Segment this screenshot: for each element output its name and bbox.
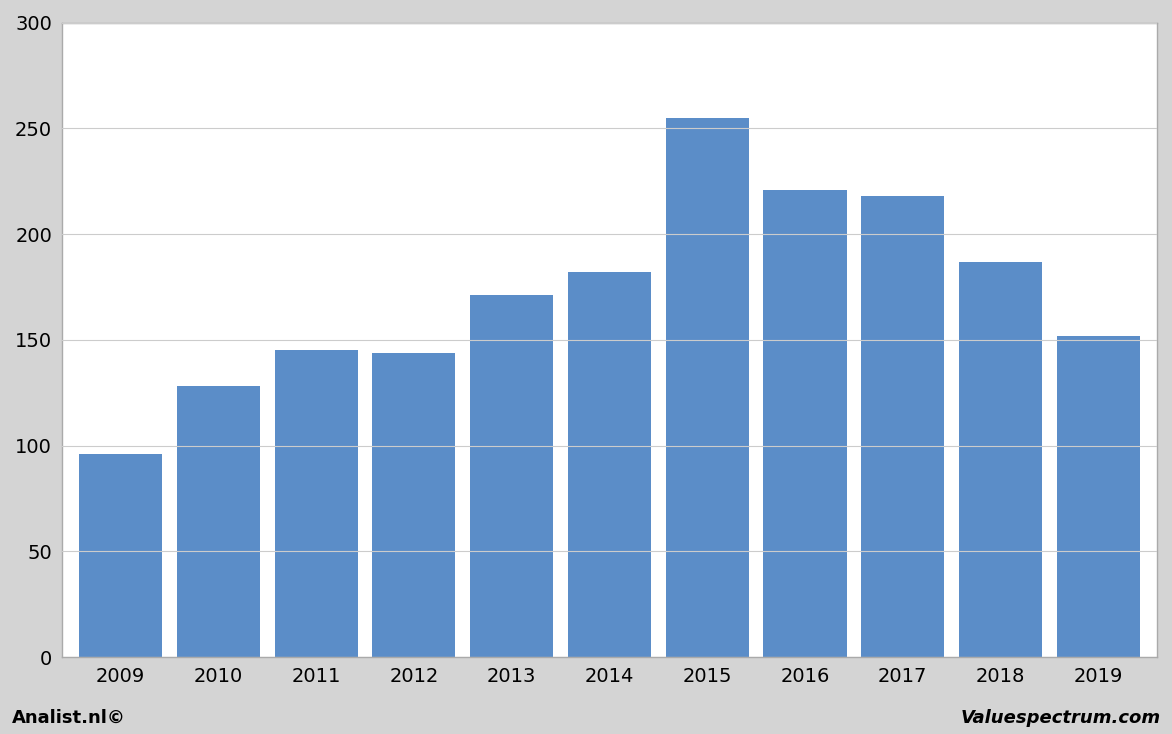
Bar (861, 196, 945, 657)
Bar (373, 352, 456, 657)
Bar (1057, 335, 1140, 657)
Bar (470, 296, 553, 657)
Text: Analist.nl©: Analist.nl© (12, 708, 125, 727)
Bar (79, 454, 162, 657)
Bar (568, 272, 650, 657)
Bar (959, 261, 1042, 657)
Bar (666, 117, 749, 657)
Text: Valuespectrum.com: Valuespectrum.com (960, 708, 1160, 727)
Bar (177, 386, 260, 657)
Bar (274, 350, 357, 657)
Bar (763, 189, 846, 657)
